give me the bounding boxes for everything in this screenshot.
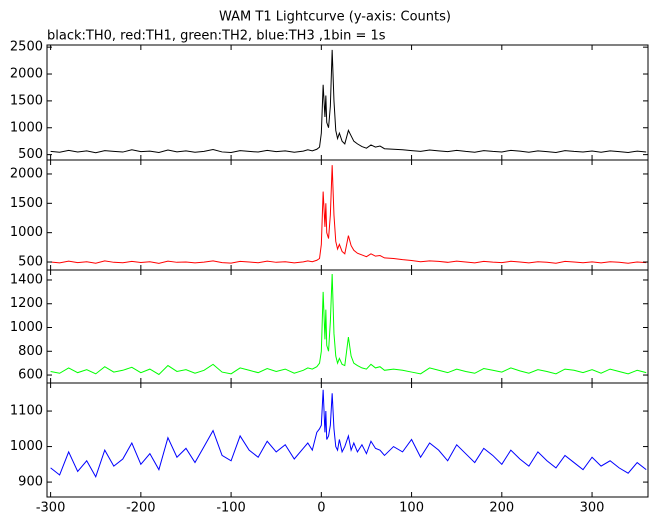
x-tick-label: -200 — [126, 501, 156, 515]
x-tick-label: -100 — [216, 501, 246, 515]
y-tick-label: 600 — [18, 368, 43, 383]
y-tick-label: 1000 — [10, 439, 43, 454]
x-tick-label: 100 — [399, 501, 424, 515]
y-tick-label: 500 — [18, 147, 43, 162]
series-line — [50, 389, 647, 478]
y-tick-label: 2000 — [10, 166, 43, 181]
y-tick-label: 1200 — [10, 296, 43, 311]
x-tick-label: 200 — [489, 501, 514, 515]
y-tick-label: 1000 — [10, 320, 43, 335]
panel-frame — [46, 44, 649, 161]
x-tick-label: 0 — [317, 501, 325, 515]
y-tick-label: 1500 — [10, 93, 43, 108]
y-tick-label: 1000 — [10, 120, 43, 135]
chart-subtitle: black:TH0, red:TH1, green:TH2, blue:TH3 … — [47, 29, 386, 44]
x-tick-label: -300 — [36, 501, 66, 515]
series-line — [50, 165, 647, 264]
panel-frame — [46, 269, 649, 384]
y-tick-label: 1000 — [10, 225, 43, 240]
y-tick-label: 900 — [18, 475, 43, 490]
y-tick-label: 800 — [18, 344, 43, 359]
series-line — [50, 274, 647, 376]
y-tick-label: 1400 — [10, 272, 43, 287]
y-tick-label: 1100 — [10, 404, 43, 419]
series-line — [50, 49, 647, 154]
panel-frame — [46, 382, 649, 498]
y-tick-label: 500 — [18, 255, 43, 270]
y-tick-label: 1500 — [10, 196, 43, 211]
panel-frame — [46, 159, 649, 271]
chart-title: WAM T1 Lightcurve (y-axis: Counts) — [219, 10, 451, 25]
x-tick-label: 300 — [580, 501, 605, 515]
y-tick-label: 2500 — [10, 40, 43, 55]
y-tick-label: 2000 — [10, 67, 43, 82]
